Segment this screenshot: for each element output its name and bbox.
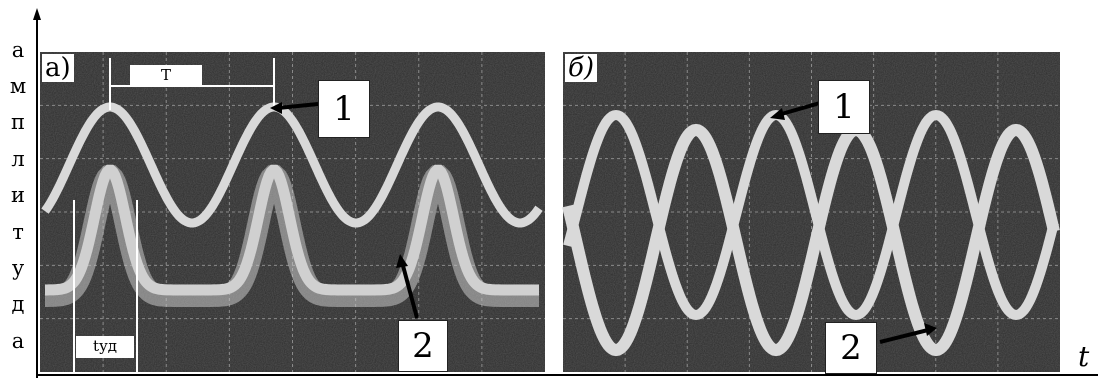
y-label-letter: у <box>11 256 25 280</box>
panel-a-curve-2-noise-band <box>45 165 539 307</box>
panel-b-curve-1-label: 1 <box>818 80 870 134</box>
panel-b-curve-1 <box>563 109 1059 321</box>
panel-b-arrowhead-2 <box>924 323 937 336</box>
panel-a-arrowhead-1 <box>270 102 282 114</box>
y-label-letter: п <box>11 110 25 134</box>
x-axis-label: t <box>1078 340 1090 373</box>
y-label-letter: м <box>9 74 27 98</box>
y-label-letter: т <box>12 220 24 244</box>
y-axis-arrowhead <box>33 8 41 20</box>
panel-a-arrowhead-2 <box>396 254 408 268</box>
panel-b-arrow-1 <box>777 101 821 117</box>
y-label-letter: и <box>11 183 25 207</box>
panel-a-arrow-2 <box>400 261 419 319</box>
panel-a-label: а) <box>42 54 74 82</box>
y-label-letter: а <box>11 38 25 62</box>
panel-b-label: б) <box>565 54 598 82</box>
pulse-duration-label: tуд <box>76 336 134 358</box>
period-label: T <box>130 65 202 85</box>
panel-a-curve-1-label: 1 <box>318 80 370 138</box>
panel-a-curve-2-label: 2 <box>398 320 448 372</box>
panel-a-arrow-1 <box>277 102 319 110</box>
panel-a-curve-1 <box>41 102 543 228</box>
panel-b-curve-2 <box>562 123 1060 357</box>
y-label-letter: а <box>11 329 25 353</box>
panel-b-screen <box>562 52 1060 372</box>
y-label-letter: д <box>11 292 25 316</box>
panel-b-arrowhead-1 <box>770 108 785 120</box>
panel-a-screen <box>40 52 545 372</box>
panel-b-curve-2-label: 2 <box>825 322 877 374</box>
panel-b-arrow-2 <box>879 328 929 344</box>
y-label-letter: л <box>11 147 25 171</box>
